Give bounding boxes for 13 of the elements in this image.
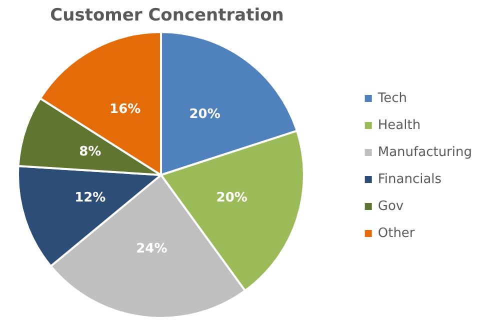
legend-label: Manufacturing bbox=[378, 145, 472, 160]
legend-label: Health bbox=[378, 118, 421, 133]
data-label: 12% bbox=[74, 190, 106, 206]
legend-label: Financials bbox=[378, 172, 442, 187]
data-label: 20% bbox=[189, 107, 220, 122]
data-label: 8% bbox=[79, 144, 102, 160]
legend-label: Gov bbox=[378, 199, 404, 214]
legend-label: Tech bbox=[376, 91, 407, 106]
data-label: 24% bbox=[136, 241, 168, 256]
data-label: 16% bbox=[110, 102, 141, 118]
legend-label: Other bbox=[378, 226, 416, 241]
data-label: 20% bbox=[216, 190, 248, 206]
chart-title: Customer Concentration bbox=[50, 6, 284, 26]
